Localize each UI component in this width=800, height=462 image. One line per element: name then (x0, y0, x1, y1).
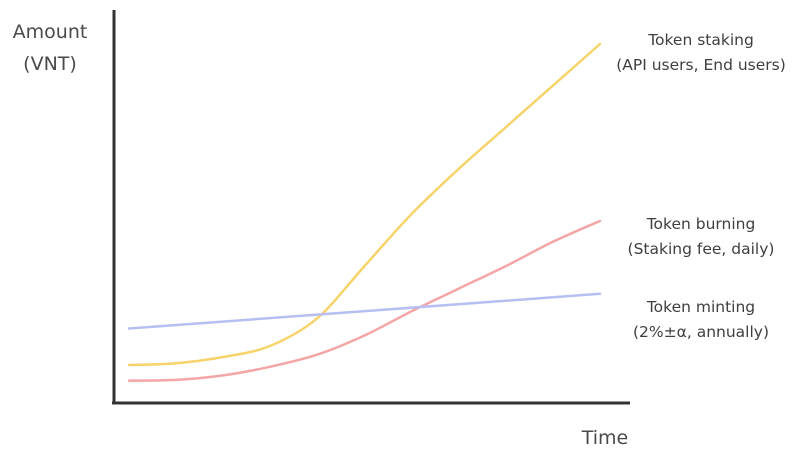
y-axis-label-line-2: (VNT) (23, 53, 77, 75)
series-layer (127, 42, 602, 382)
series-label-staking-line-1: Token staking (647, 31, 754, 49)
axes (112, 10, 630, 405)
series-label-staking-line-2: (API users, End users) (616, 56, 786, 74)
x-axis-label: Time (581, 427, 629, 449)
series-label-burning-line-1: Token burning (646, 215, 756, 233)
series-line-staking (127, 42, 602, 367)
series-label-burning-line-2: (Staking fee, daily) (628, 240, 775, 258)
series-label-minting-line-2: (2%±α, annually) (633, 323, 769, 341)
series-line-burning (127, 219, 602, 382)
series-line-minting (127, 292, 602, 330)
y-axis-label-line-1: Amount (13, 21, 88, 43)
series-labels: Token staking (API users, End users) Tok… (616, 31, 786, 341)
series-label-minting-line-1: Token minting (646, 298, 755, 316)
